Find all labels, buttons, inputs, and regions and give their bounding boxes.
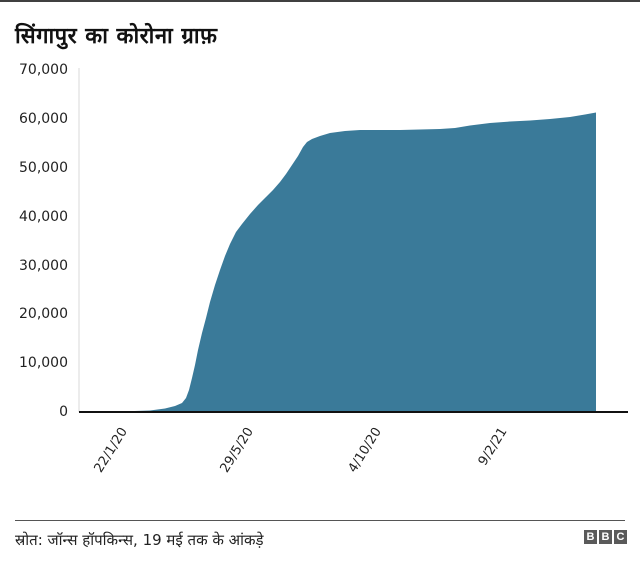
- y-tick-70000: 70,000: [19, 62, 68, 78]
- cases-area: [120, 112, 596, 412]
- top-rule: [0, 0, 640, 2]
- y-tick-20000: 20,000: [19, 306, 68, 322]
- bbc-logo: B B C: [584, 530, 627, 544]
- bbc-logo-letter: C: [614, 530, 627, 544]
- bbc-logo-letter: B: [599, 530, 612, 544]
- chart-title: सिंगापुर का कोरोना ग्राफ़: [15, 24, 218, 49]
- bbc-logo-letter: B: [584, 530, 597, 544]
- y-tick-0: 0: [59, 404, 68, 420]
- footer-divider: [15, 520, 625, 521]
- y-tick-10000: 10,000: [19, 355, 68, 371]
- y-tick-60000: 60,000: [19, 111, 68, 127]
- source-note: स्रोत: जॉन्स हॉपकिन्स, 19 मई तक के आंकड़…: [15, 531, 264, 549]
- y-tick-50000: 50,000: [19, 160, 68, 176]
- y-tick-30000: 30,000: [19, 258, 68, 274]
- area-chart: [78, 68, 628, 413]
- y-tick-40000: 40,000: [19, 209, 68, 225]
